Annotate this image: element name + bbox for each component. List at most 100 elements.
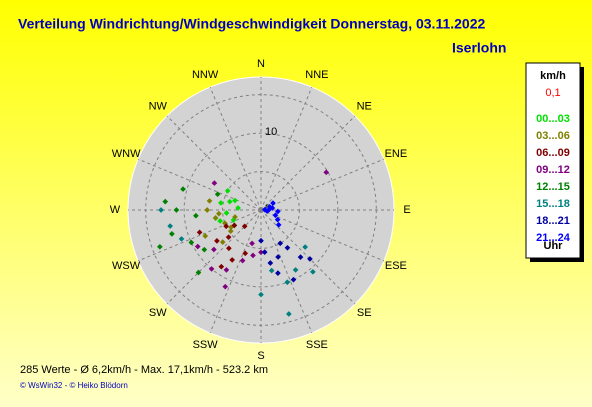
point	[229, 257, 235, 263]
point	[206, 198, 213, 204]
spoke	[260, 209, 356, 305]
point	[250, 252, 256, 259]
direction-label: ENE	[385, 148, 408, 160]
point	[195, 269, 202, 276]
point	[275, 221, 282, 228]
point	[214, 238, 220, 244]
point	[261, 249, 268, 255]
point	[178, 236, 185, 242]
point	[302, 244, 308, 250]
point	[225, 234, 232, 241]
point	[266, 204, 273, 210]
point	[188, 239, 195, 246]
spoke	[166, 115, 262, 211]
point	[162, 198, 169, 205]
point	[217, 218, 223, 224]
point	[235, 205, 241, 211]
point	[249, 240, 255, 247]
direction-label: WNW	[112, 148, 141, 160]
point	[268, 267, 275, 274]
direction-label: NNW	[192, 69, 219, 81]
point	[211, 246, 217, 253]
point	[297, 254, 304, 260]
location: Iserlohn	[452, 40, 506, 56]
point	[258, 291, 264, 298]
legend-entry: 03...06	[536, 130, 570, 142]
spoke	[137, 158, 262, 211]
point	[232, 197, 238, 204]
point	[222, 283, 229, 290]
point	[216, 210, 222, 217]
direction-label: NW	[149, 101, 168, 113]
legend-entry: 06...09	[536, 147, 570, 159]
direction-label: SSE	[306, 339, 328, 351]
point	[218, 200, 224, 206]
point	[258, 237, 264, 244]
point	[267, 260, 274, 266]
point	[275, 208, 281, 215]
direction-label: NE	[357, 101, 372, 113]
direction-label: NNE	[305, 69, 328, 81]
point	[275, 254, 281, 260]
point	[208, 266, 215, 272]
point	[270, 200, 276, 206]
legend-entry: 00...03	[536, 113, 570, 125]
copyright: © WsWin32 - © Heiko Blödorn	[20, 381, 128, 390]
point	[242, 250, 249, 257]
direction-label: S	[257, 350, 264, 362]
point	[284, 279, 291, 286]
direction-label: N	[257, 58, 265, 70]
point	[310, 269, 316, 275]
r-tick-label: 10	[265, 126, 277, 138]
point	[290, 276, 297, 283]
spoke	[260, 209, 313, 334]
direction-label: E	[403, 204, 410, 216]
spoke	[137, 209, 262, 262]
point	[167, 223, 173, 229]
point	[194, 243, 201, 250]
point	[286, 311, 292, 317]
legend-threshold: 0,1	[545, 87, 560, 99]
point	[180, 186, 186, 192]
point	[212, 215, 219, 221]
direction-label: SSW	[193, 339, 219, 351]
legend-entry: 15...18	[536, 198, 570, 210]
point	[211, 180, 218, 186]
legend-entry: 12...15	[536, 181, 570, 193]
point	[277, 240, 284, 247]
point	[196, 229, 203, 236]
spoke	[166, 209, 262, 305]
point	[204, 207, 211, 213]
spoke	[260, 209, 385, 262]
point	[272, 212, 279, 219]
point	[227, 228, 234, 234]
point	[232, 214, 238, 220]
legend-title: km/h	[540, 70, 566, 82]
chart-title: Verteilung Windrichtung/Windgeschwindigk…	[18, 16, 485, 32]
point	[258, 249, 264, 256]
legend-entry: 18...21	[536, 215, 570, 227]
point	[223, 267, 230, 273]
point	[226, 245, 232, 252]
direction-label: WSW	[112, 260, 141, 272]
point	[201, 246, 208, 253]
point	[224, 187, 231, 194]
legend-entry: 21...24	[536, 232, 571, 244]
spoke	[209, 86, 262, 211]
point	[284, 244, 291, 251]
spoke	[260, 86, 313, 211]
point	[214, 191, 221, 198]
point	[158, 207, 164, 213]
point	[169, 231, 175, 237]
direction-label: SE	[357, 307, 372, 319]
direction-label: SW	[149, 307, 167, 319]
point	[157, 243, 163, 250]
point	[223, 223, 229, 230]
legend-footer: Uhr	[544, 240, 564, 252]
point	[219, 239, 226, 245]
grid-ring	[183, 132, 339, 288]
summary: 285 Werte - Ø 6,2km/h - Max. 17,1km/h - …	[20, 364, 268, 376]
legend-entry: 09...12	[536, 164, 570, 176]
point	[231, 222, 238, 229]
